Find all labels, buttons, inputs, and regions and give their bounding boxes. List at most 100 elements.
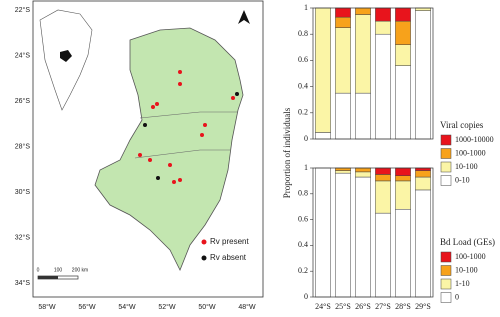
bar-segment: [335, 170, 351, 174]
scale-label: 0: [37, 267, 40, 273]
bar-segment: [395, 7, 411, 22]
bar-segment: [375, 174, 391, 182]
legend-label: 10-100: [455, 265, 478, 274]
lat-label: 24°S: [15, 51, 31, 59]
legend-label: 1-10: [455, 279, 470, 288]
bar-segment: [335, 7, 351, 18]
x-tick-label: 27°S: [375, 302, 391, 311]
y-tick-label: 0.2: [298, 108, 308, 117]
bar-segment: [415, 10, 431, 140]
state-borders: [134, 111, 238, 159]
legend-swatch: [440, 148, 452, 159]
bar-segment: [335, 172, 351, 298]
bar-segment: [375, 180, 391, 214]
bar-segment: [395, 175, 411, 182]
bar-segment: [415, 189, 431, 298]
bar-segment: [415, 7, 431, 11]
bar-segment: [335, 92, 351, 140]
bar-segment: [375, 212, 391, 298]
legend-swatch: [440, 265, 452, 276]
bar-segment: [375, 7, 391, 22]
legend-title: Viral copies: [440, 120, 484, 130]
bar-segment: [355, 167, 371, 173]
legend-label: 1000-10000: [455, 135, 494, 144]
y-tick-label: 0.8: [298, 29, 308, 38]
y-tick-label: 0.8: [298, 189, 308, 198]
legend-label: 10-100: [455, 162, 478, 171]
point: [138, 153, 142, 157]
legend-title: Bd Load (GEs): [440, 237, 495, 247]
bar-segment: [415, 167, 431, 171]
y-tick-label: 0.6: [298, 214, 308, 223]
lat-label: 32°S: [15, 233, 31, 241]
lat-label: 30°S: [15, 188, 31, 196]
map-points: [138, 70, 239, 184]
point: [151, 105, 155, 109]
point: [156, 176, 160, 180]
point: [143, 123, 147, 127]
bar-segment: [355, 92, 371, 140]
bar-segment: [415, 176, 431, 191]
lat-label: 28°S: [15, 142, 31, 150]
y-tick-label: 0.2: [298, 266, 308, 275]
bar-segment: [375, 20, 391, 35]
point: [155, 102, 159, 106]
legend-swatch: [440, 175, 452, 186]
point: [178, 70, 182, 74]
point: [178, 178, 182, 182]
bar-segment: [315, 167, 331, 298]
map: Rv present Rv absent 0 100 200 km: [32, 0, 264, 298]
legend-swatch: [440, 134, 452, 146]
x-tick-label: 26°S: [355, 302, 371, 311]
scale-label: 100: [54, 267, 63, 273]
bar-segment: [355, 7, 371, 15]
y-axis-label: Proportion of individuals: [282, 107, 292, 198]
x-tick-label: 29°S: [415, 302, 431, 311]
bar-segment: [395, 180, 411, 210]
lat-label: 22°S: [15, 6, 31, 14]
lon-label: 50°W: [198, 303, 216, 311]
y-tick-label: 0: [304, 134, 308, 143]
y-tick-label: 0.6: [298, 55, 308, 64]
point: [203, 123, 207, 127]
bar-segment: [315, 132, 331, 140]
bar-segment: [355, 14, 371, 94]
lon-label: 56°W: [78, 303, 96, 311]
bar-segment: [375, 33, 391, 140]
legend-label: 100-1000: [455, 148, 486, 157]
bar-segment: [395, 209, 411, 298]
y-tick-label: 0: [304, 292, 308, 301]
legend-swatch: [440, 278, 452, 290]
bar-segment: [395, 20, 411, 45]
legend-swatch: [440, 161, 452, 173]
plot-frame: [312, 7, 434, 140]
bar-segment: [395, 65, 411, 140]
north-arrow: [238, 10, 250, 24]
map-legend-label: Rv absent: [210, 253, 247, 262]
legend-swatch: [440, 251, 452, 263]
lon-label: 54°W: [118, 303, 136, 311]
bar-segment: [375, 167, 391, 175]
scale-label: 200 km: [72, 267, 88, 273]
lon-label: 58°W: [38, 303, 56, 311]
y-tick-label: 1: [304, 163, 308, 172]
bar-segment: [395, 44, 411, 66]
legend-label: 0: [455, 292, 459, 301]
legend-label: 100-1000: [455, 252, 486, 261]
point: [200, 133, 204, 137]
bar-segment: [415, 170, 431, 178]
y-tick-label: 0.4: [298, 81, 308, 90]
y-tick-label: 0.4: [298, 240, 308, 249]
x-tick-label: 28°S: [395, 302, 411, 311]
bar-segment: [335, 16, 351, 28]
x-tick-label: 24°S: [315, 302, 331, 311]
lon-label: 52°W: [158, 303, 176, 311]
bar-segment: [335, 27, 351, 94]
point: [178, 82, 182, 86]
plot-frame: [312, 167, 434, 298]
scale-bar: [38, 276, 58, 279]
bar-segment: [335, 167, 351, 171]
study-region: [94, 27, 244, 271]
legend-label: 0-10: [455, 175, 470, 184]
